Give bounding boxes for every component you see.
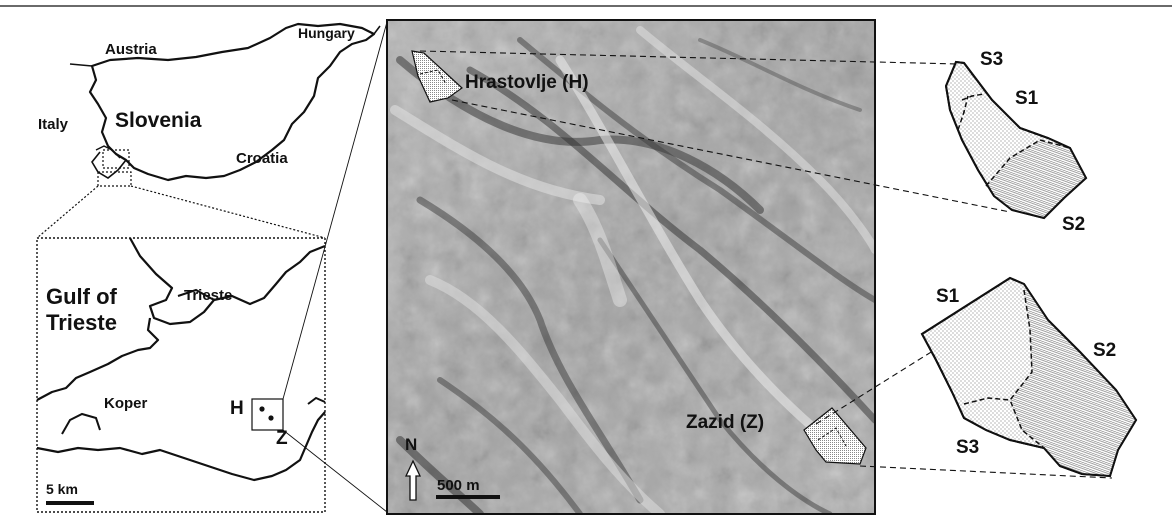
hillshade-map: Hrastovlje (H) Zazid (Z) N 500 m	[386, 19, 876, 515]
istria-outline	[95, 145, 121, 159]
detail-hrastovlje: S3 S1 S2	[944, 49, 1088, 235]
inset-site-box	[251, 398, 284, 431]
hrastovlje-divider-s3-s1-b	[957, 95, 969, 131]
country-slovenia: Slovenia	[115, 109, 202, 132]
zazid-detail-outline-stroke	[920, 276, 1138, 478]
overview-map: Austria Hungary Italy Slovenia Croatia	[38, 22, 381, 187]
inset-marker-h: H	[230, 398, 244, 419]
zazid-connector-bottom	[859, 465, 1113, 479]
inset-label-trieste-city: Trieste	[184, 287, 232, 304]
zazid-connector-top	[815, 323, 977, 425]
inset-site-z-dot	[268, 415, 274, 421]
hrastovlje-divider-s3-s1-a	[961, 93, 985, 101]
country-croatia: Croatia	[236, 150, 288, 167]
inset-label-gulf-of: Gulf of	[46, 284, 118, 309]
north-label: N	[405, 435, 417, 454]
hrastovlje-detail-outline-stroke	[944, 60, 1088, 220]
inset-label-koper: Koper	[104, 395, 148, 412]
inset-scale-label: 5 km	[46, 481, 78, 497]
hrastovlje-site-subdivision	[419, 69, 447, 85]
hrastovlje-connector-bottom	[451, 99, 1011, 213]
site-hrastovlje-polygon	[411, 50, 463, 103]
inset-marker-z: Z	[276, 428, 288, 449]
austria-border	[69, 63, 93, 67]
zazid-divider-s1-s2	[1009, 289, 1045, 449]
country-italy: Italy	[38, 116, 69, 133]
inset-extent-box	[97, 171, 132, 187]
inset-coastline	[129, 237, 326, 326]
inset-connector-right	[130, 185, 326, 239]
overview-extent-box	[102, 149, 130, 169]
north-arrow-icon	[404, 459, 422, 501]
zazid-label-s2: S2	[1093, 340, 1116, 361]
hillshade-texture	[387, 20, 875, 514]
hrastovlje-label-s1: S1	[1015, 88, 1039, 109]
site-label-zazid: Zazid (Z)	[686, 412, 764, 433]
zazid-divider-s1-s3	[963, 397, 1011, 405]
inset-border-south	[36, 411, 326, 482]
country-austria: Austria	[105, 41, 157, 58]
zazid-label-s1: S1	[936, 286, 960, 307]
hillshade-scale-label: 500 m	[437, 477, 480, 494]
inset-map: Gulf of Trieste Trieste Koper H Z 5 km	[36, 237, 326, 513]
inset-coast-koper	[61, 412, 101, 435]
hrastovlje-subplot-s2-fill	[986, 140, 1086, 218]
hrastovlje-label-s2: S2	[1062, 214, 1085, 235]
inset-label-trieste-gulf: Trieste	[46, 310, 117, 335]
inset-south-coast	[36, 317, 160, 401]
site-label-hrastovlje: Hrastovlje (H)	[465, 72, 589, 93]
detail-zazid: S1 S2 S3	[920, 276, 1138, 478]
inset-trieste-peninsula	[177, 288, 215, 301]
zazid-label-s3: S3	[956, 437, 979, 458]
inset-border-east	[307, 396, 326, 405]
hillshade-connector-bottom	[282, 429, 388, 513]
hillshade-frame	[386, 19, 876, 515]
country-hungary: Hungary	[298, 25, 355, 41]
zazid-subplot-s2-fill	[1010, 284, 1136, 476]
hillshade-connector-top	[282, 21, 388, 400]
zazid-site-subdivision	[817, 427, 847, 447]
inset-site-h-dot	[259, 406, 265, 412]
hrastovlje-label-s3: S3	[980, 49, 1003, 70]
hrastovlje-divider-s1-s2	[985, 139, 1071, 187]
inset-connector-left	[36, 185, 99, 239]
hungary-border	[373, 25, 381, 35]
